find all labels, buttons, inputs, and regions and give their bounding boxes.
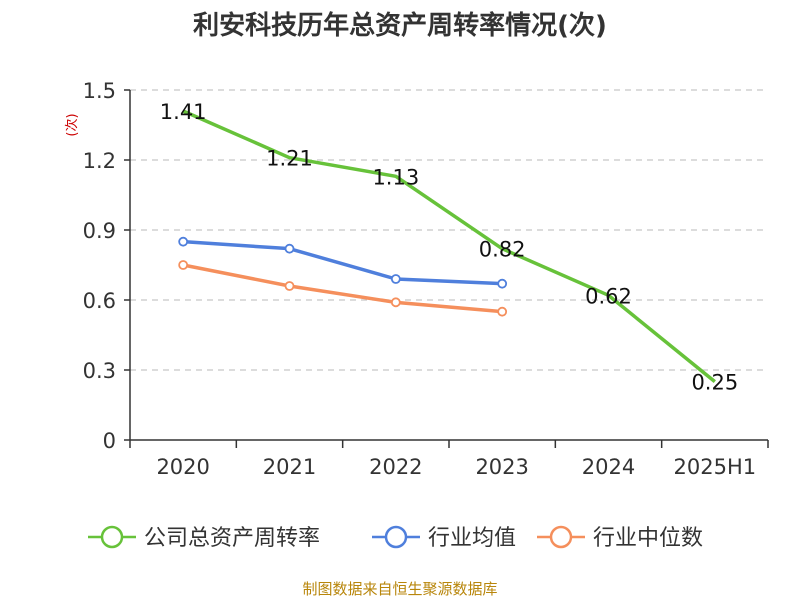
y-tick-label: 0.9 — [83, 219, 116, 243]
series-line — [183, 239, 503, 286]
data-label: 1.21 — [266, 147, 313, 171]
legend-marker — [100, 525, 124, 549]
series-line — [182, 109, 716, 384]
y-tick-label: 1.5 — [83, 79, 116, 103]
chart-title: 利安科技历年总资产周转率情况(次) — [193, 10, 607, 41]
data-point — [178, 260, 189, 270]
axes: 0 0.3 0.6 0.9 1.2 1.5 2020 2021 2022 2023 2024 2025… — [83, 79, 769, 479]
x-tick-label: 2025H1 — [674, 455, 757, 479]
x-tick-label: 2022 — [369, 455, 422, 479]
grid-lines — [130, 89, 768, 371]
legend-marker — [549, 525, 573, 549]
data-point — [284, 243, 295, 254]
data-point — [390, 274, 401, 284]
data-label: 0.82 — [479, 238, 526, 262]
legend-label: 公司总资产周转率 — [144, 526, 320, 551]
data-point — [284, 281, 295, 291]
y-axis-label: (次) — [64, 113, 80, 136]
legend-marker — [384, 525, 408, 549]
data-point — [178, 236, 189, 247]
data-point — [390, 297, 401, 308]
data-label: 1.41 — [160, 100, 207, 124]
x-tick-label: 2020 — [156, 455, 209, 479]
data-label: 0.62 — [585, 284, 632, 308]
y-tick-label: 0.6 — [83, 289, 116, 313]
x-tick-label: 2021 — [263, 455, 316, 479]
legend: 公司总资产周转率 行业均值 行业中位数 — [88, 525, 703, 551]
data-label: 0.25 — [691, 371, 738, 395]
y-tick-label: 0.3 — [83, 359, 116, 383]
legend-label: 行业均值 — [428, 526, 516, 551]
y-tick-label: 0 — [103, 429, 116, 453]
source-note: 制图数据来自恒生聚源数据库 — [302, 580, 497, 598]
x-tick-label: 2023 — [475, 455, 528, 479]
y-tick-label: 1.2 — [83, 149, 116, 173]
data-label: 1.13 — [372, 165, 419, 189]
data-labels: 1.41 1.21 1.13 0.82 0.62 0.25 — [160, 100, 738, 395]
data-point — [497, 306, 508, 317]
series-line — [182, 263, 503, 314]
series-lines — [178, 109, 716, 384]
x-tick-label: 2024 — [582, 455, 635, 479]
legend-label: 行业中位数 — [593, 526, 703, 551]
data-point — [497, 278, 508, 289]
